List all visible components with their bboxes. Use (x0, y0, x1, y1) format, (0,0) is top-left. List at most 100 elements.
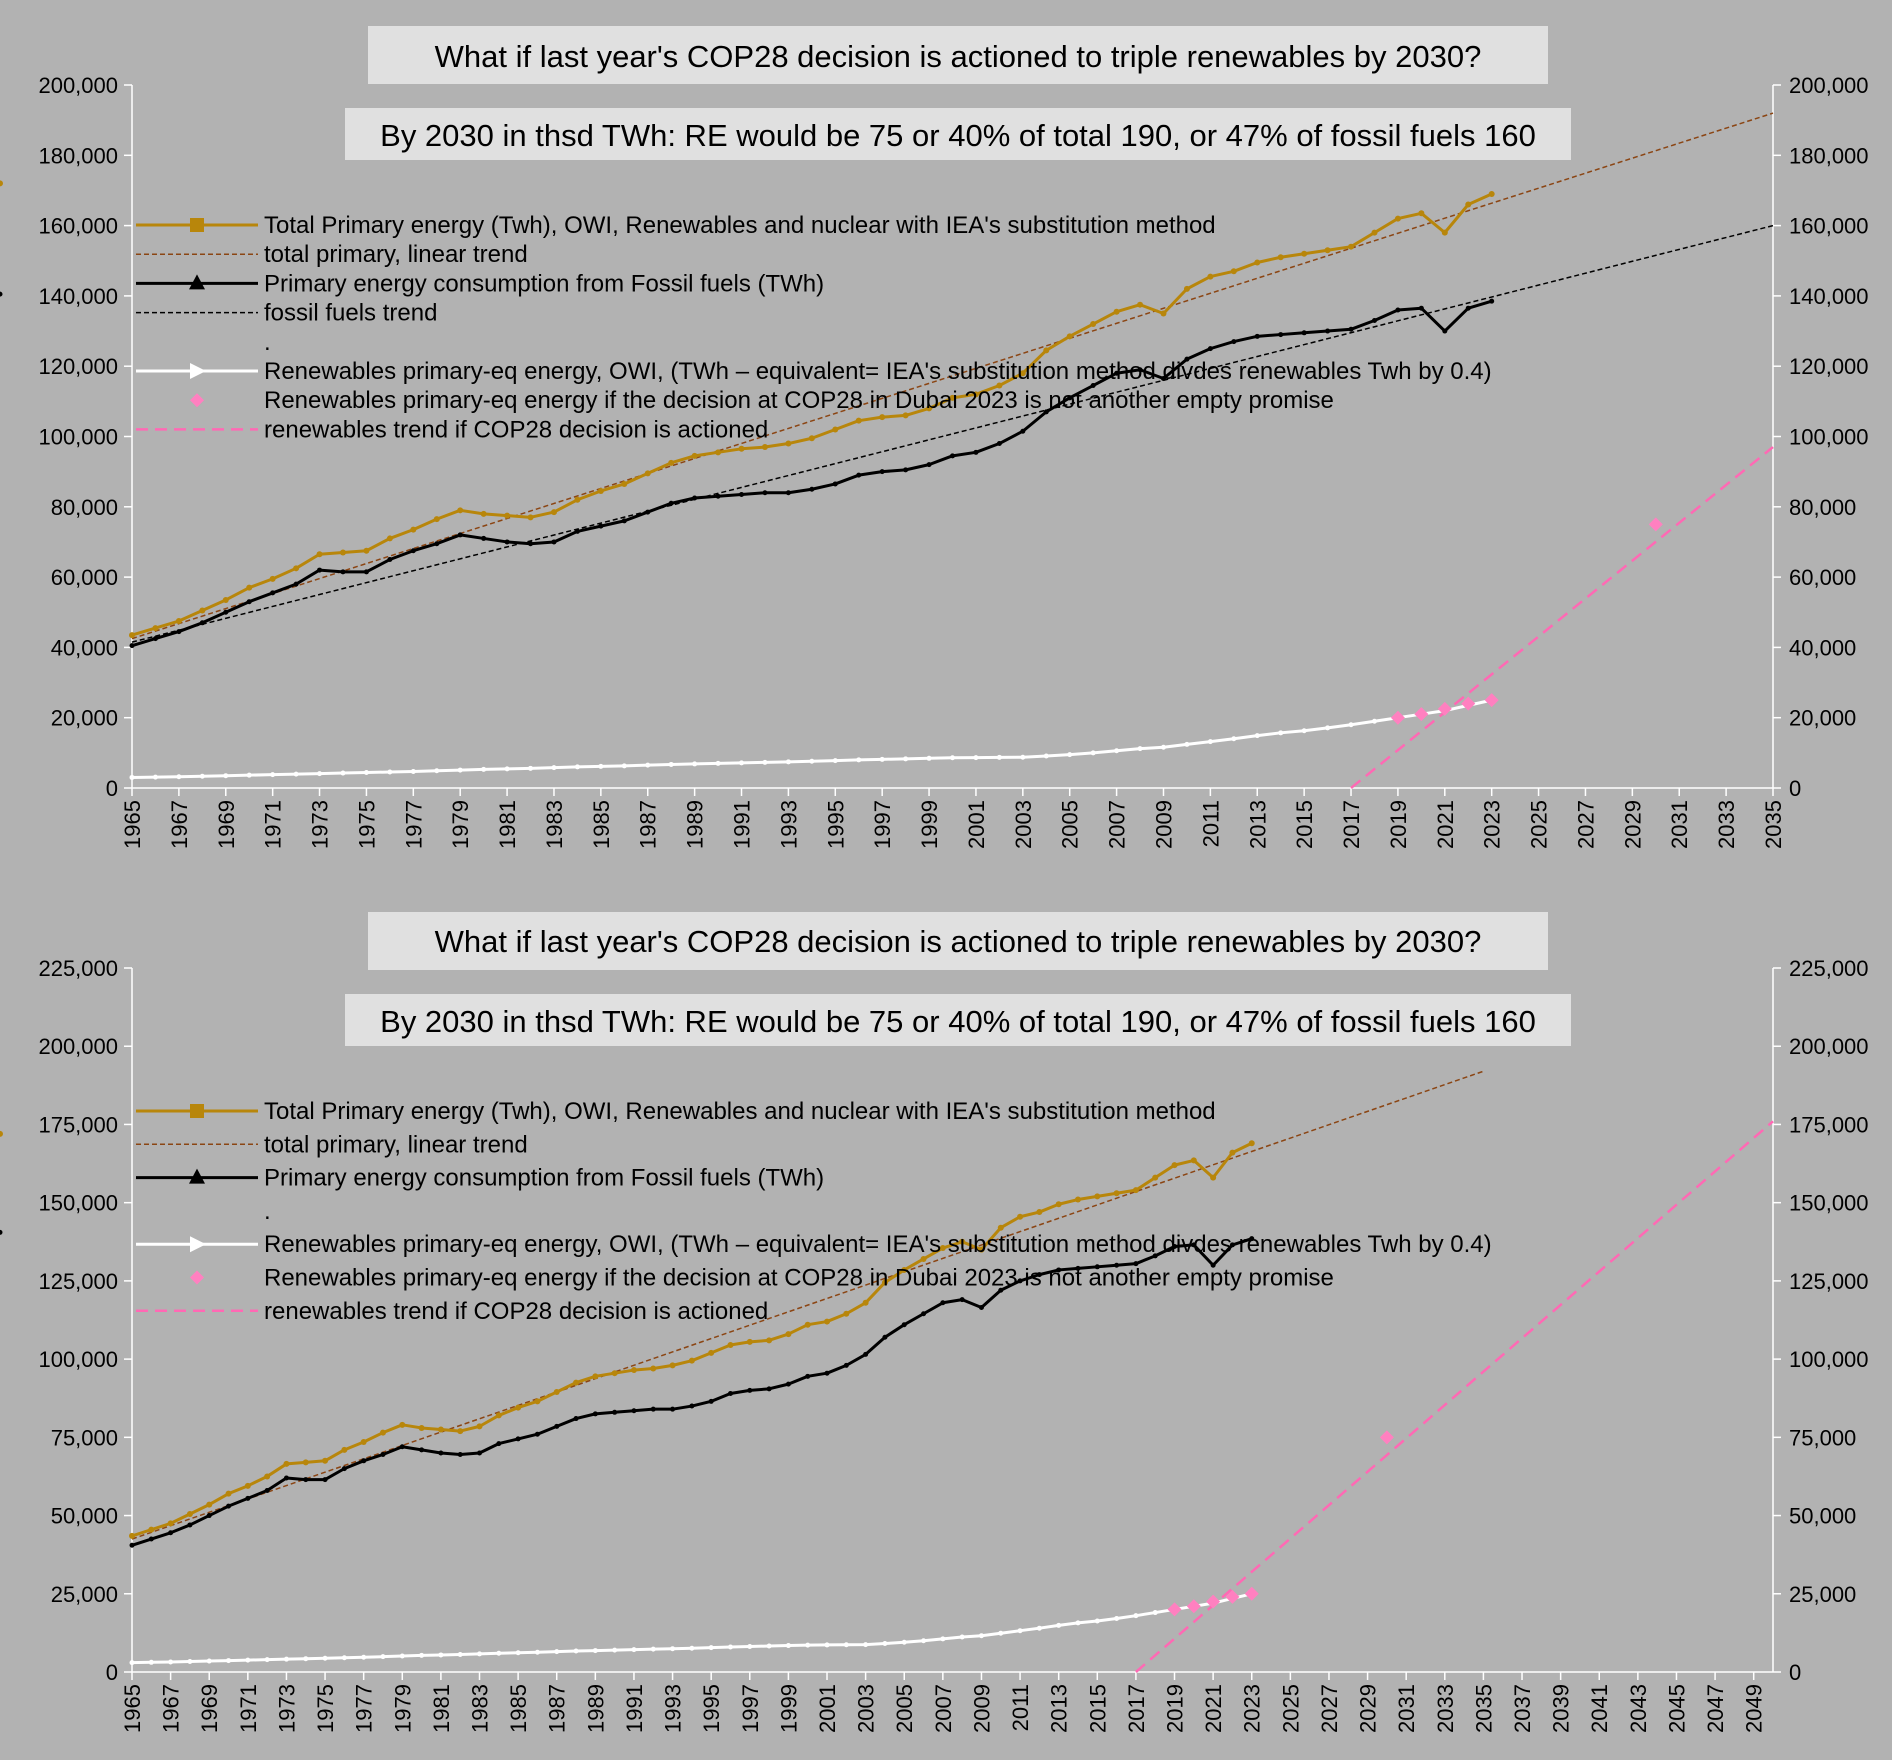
chart-2-fossil-point (708, 1398, 714, 1404)
chart-1-fossil-point (340, 569, 346, 575)
chart-1-fossil-point (903, 467, 909, 473)
chart-2-total-primary-point (167, 1520, 174, 1527)
chart-1-total-primary-point (269, 575, 276, 582)
chart-2-xtick-label: 2039 (1549, 1684, 1574, 1733)
chart-1-renewables-point (528, 765, 534, 771)
chart-2-legend: Total Primary energy (Twh), OWI, Renewab… (136, 1098, 1492, 1325)
chart-2-total-primary-point (630, 1367, 637, 1374)
chart-1-total-primary-point (0, 180, 3, 187)
chart-1-fossil-point (1231, 339, 1237, 345)
chart-2-total-primary-point (978, 1246, 985, 1253)
chart-1-total-primary-point (1465, 201, 1472, 208)
chart-1-ytick-left-label: 40,000 (51, 635, 118, 660)
chart-1-total-primary-point (996, 382, 1003, 389)
chart-2-total-primary-point (283, 1460, 290, 1467)
chart-1-subtitle-box (345, 108, 1571, 160)
chart-1-total-primary-point (1301, 250, 1308, 257)
chart-2-renewables-point (727, 1644, 733, 1650)
chart-2-total-primary-point (1074, 1196, 1081, 1203)
chart-1-legend-fossil-marker (189, 274, 205, 290)
chart-1-legend-label: renewables trend if COP28 decision is ac… (264, 416, 768, 443)
chart-1-fossil-point (739, 491, 745, 497)
chart-2-cop28-trend-line (1135, 1120, 1774, 1673)
chart-1-xtick-label: 1987 (636, 800, 661, 849)
chart-2-xtick-label: 2031 (1394, 1684, 1419, 1733)
chart-2-renewables-point (206, 1658, 212, 1664)
chart-2-xtick-label: 2027 (1317, 1684, 1342, 1733)
chart-1-xtick-label: 1981 (495, 800, 520, 849)
chart-1-fossil-point (363, 569, 369, 575)
chart-1-ytick-left-label: 140,000 (38, 284, 118, 309)
chart-2-ytick-right-label: 25,000 (1789, 1582, 1856, 1607)
chart-2-fossil-point (515, 1436, 521, 1442)
chart-1-total-primary-point (1418, 210, 1425, 217)
chart-1-ytick-right-label: 100,000 (1789, 425, 1869, 450)
chart-1-total-primary-point (246, 584, 253, 591)
chart-1-fossil-point (1465, 305, 1471, 311)
chart-1-fossil-point (246, 599, 252, 605)
chart-2-ytick-left-label: 100,000 (38, 1347, 118, 1372)
chart-2-total-primary-point (1036, 1209, 1043, 1216)
chart-2-total-primary-point (592, 1373, 599, 1380)
chart-1-fossil-point (621, 518, 627, 524)
chart-1-total-primary-point (1441, 229, 1448, 236)
chart-1-ytick-right-label: 160,000 (1789, 214, 1869, 239)
chart-1-renewables-point (668, 761, 674, 767)
chart-2-xtick-label: 2001 (815, 1684, 840, 1733)
chart-1-ytick-left-label: 0 (106, 776, 118, 801)
chart-2-total-primary-point (302, 1459, 309, 1466)
chart-2-renewables-point (341, 1655, 347, 1661)
chart-1-fossil-point (715, 493, 721, 499)
chart-2-cop28-point (1244, 1586, 1259, 1601)
chart-2-fossil-point (399, 1444, 405, 1450)
chart-1-renewables-point (340, 770, 346, 776)
chart-1-renewables-point (574, 764, 580, 770)
chart-1-cop28-point (1390, 710, 1405, 725)
chart-2-xtick-label: 2037 (1510, 1684, 1535, 1733)
chart-2-fossil-point (612, 1409, 618, 1415)
chart-2-subtitle: By 2030 in thsd TWh: RE would be 75 or 4… (380, 1004, 1536, 1039)
chart-1-fossil-point (0, 291, 3, 297)
chart-1-total-primary-point (668, 459, 675, 466)
chart-1-legend-total-marker (190, 218, 204, 232)
chart-2-total-primary-point (322, 1457, 329, 1464)
chart-2-total-primary-point (264, 1473, 271, 1480)
chart-2-total-primary-point (148, 1526, 155, 1533)
chart-2-total-primary-point (1248, 1140, 1255, 1147)
chart-1-ytick-right-label: 120,000 (1789, 354, 1869, 379)
chart-1-renewables-point (832, 758, 838, 764)
chart-2-total-primary-point (1152, 1174, 1159, 1181)
chart-1-fossil-point (1325, 328, 1331, 334)
chart-1-ytick-right-label: 0 (1789, 776, 1801, 801)
chart-1-total-primary-point (457, 507, 464, 514)
chart-1-renewables-point (1067, 752, 1073, 758)
chart-1-total-primary-trend-line (131, 112, 1774, 640)
chart-2-xtick-label: 2017 (1124, 1684, 1149, 1733)
chart-2-legend-label: . (264, 1198, 271, 1225)
chart-1-xtick-label: 1991 (730, 800, 755, 849)
chart-1-xtick-label: 2035 (1761, 800, 1786, 849)
chart-1-xtick-label: 2017 (1339, 800, 1364, 849)
chart-1-xtick-label: 2031 (1667, 800, 1692, 849)
chart-2-total-primary-point (186, 1510, 193, 1517)
chart-1-legend-label: . (264, 329, 271, 356)
chart-2-xtick-label: 1967 (159, 1684, 184, 1733)
chart-1-ytick-left-label: 60,000 (51, 565, 118, 590)
chart-1-xtick-label: 2033 (1714, 800, 1739, 849)
chart-1-fossil-point (574, 528, 580, 534)
chart-2-renewables-point (477, 1651, 483, 1657)
chart-1-fossil-point (1489, 298, 1495, 304)
chart-1-xtick-label: 1979 (448, 800, 473, 849)
chart-2-fossil-point (341, 1466, 347, 1472)
chart-1-fossil-point (176, 629, 182, 635)
chart-1-total-primary-point (1254, 259, 1261, 266)
chart-1-fossil-point (785, 490, 791, 496)
chart-2-renewables-point (1036, 1625, 1042, 1631)
chart-1-legend-label: Primary energy consumption from Fossil f… (264, 270, 824, 297)
chart-2-renewables-point (380, 1654, 386, 1660)
chart-2-ytick-left-label: 25,000 (51, 1582, 118, 1607)
chart-2-fossil-point (978, 1304, 984, 1310)
chart-2-xtick-label: 2025 (1278, 1684, 1303, 1733)
chart-2-renewables-point (998, 1630, 1004, 1636)
